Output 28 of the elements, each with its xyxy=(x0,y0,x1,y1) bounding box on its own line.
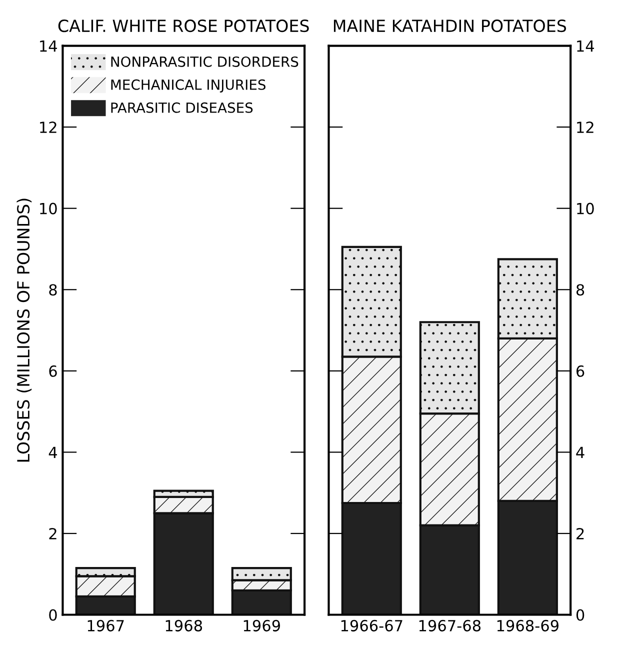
x-tick-label: 1966-67 xyxy=(341,620,402,632)
chart-title: MAINE KATAHDIN POTATOES xyxy=(334,20,566,32)
y-tick-label: 12 xyxy=(40,122,56,133)
y2-tick-label: 8 xyxy=(576,284,584,296)
y2-tick-label: 12 xyxy=(577,122,594,133)
y2-tick-label: 6 xyxy=(576,365,584,377)
x-tick-label: 1968 xyxy=(166,620,202,632)
y2-tick-label: 14 xyxy=(577,40,594,52)
y2-tick-label: 2 xyxy=(576,528,584,540)
chart-title: CALIF. WHITE ROSE POTATOES xyxy=(58,20,309,32)
y-tick-label: 6 xyxy=(49,365,57,377)
y-tick-label: 14 xyxy=(40,40,57,52)
y-tick-label: 8 xyxy=(49,284,57,296)
legend-label: NONPARASITIC DISORDERS xyxy=(111,56,298,67)
y-tick-label: 0 xyxy=(49,609,57,621)
legend-label: MECHANICAL INJURIES xyxy=(111,79,266,93)
x-tick-label: 1967-68 xyxy=(419,620,481,632)
legend-label: PARASITIC DISEASES xyxy=(111,102,253,113)
y-tick-label: 2 xyxy=(49,528,56,540)
y2-tick-label: 10 xyxy=(577,202,594,214)
x-tick-label: 1967 xyxy=(88,620,124,632)
x-tick-label: 1969 xyxy=(244,620,280,632)
y-tick-label: 10 xyxy=(40,202,57,214)
x-tick-label: 1968-69 xyxy=(497,620,559,632)
y2-tick-label: 0 xyxy=(576,609,584,621)
y-tick-label: 4 xyxy=(48,446,57,458)
y-axis-title: LOSSES (MILLIONS OF POUNDS) xyxy=(16,198,32,462)
y2-tick-label: 4 xyxy=(576,446,584,458)
